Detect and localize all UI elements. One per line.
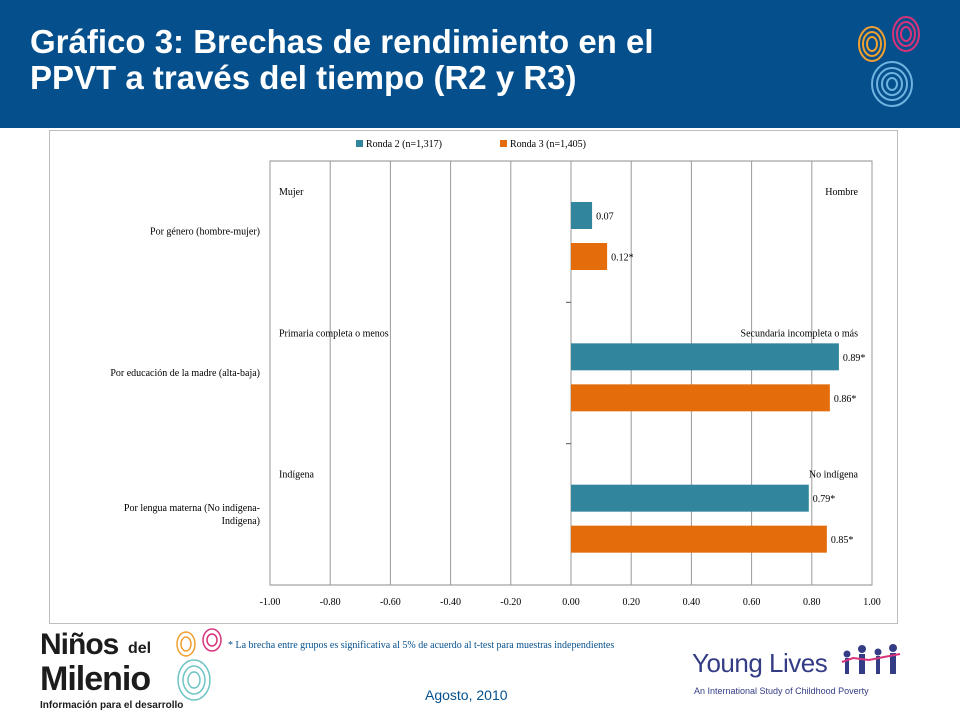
ninos-fingerprints-icon: [176, 628, 222, 701]
legend-swatch: [356, 140, 363, 147]
ninos-logo-word: Niños: [40, 628, 119, 661]
x-tick-label: 0.20: [622, 597, 640, 608]
data-label: 0.79*: [813, 494, 836, 505]
young-lives-figures-icon: [841, 644, 901, 674]
bar: [571, 484, 809, 512]
bar: [571, 384, 830, 412]
x-tick-label: -0.20: [500, 597, 521, 608]
legend-label: Ronda 2 (n=1,317): [366, 139, 442, 150]
chart-area: -1.00 -0.80 -0.60 -0.40 -0.20 0.00 0.20 0.40 0.6…: [49, 130, 898, 624]
x-tick-label: -0.80: [320, 597, 341, 608]
data-label: 0.89*: [843, 353, 866, 364]
bar: [571, 202, 593, 229]
data-label: 0.12*: [611, 253, 634, 264]
bar: [571, 525, 827, 553]
data-label: 0.07: [596, 212, 614, 223]
title-line-1: Gráfico 3: Brechas de rendimiento en el: [30, 23, 654, 60]
category-label: Por género (hombre-mujer): [150, 227, 260, 238]
x-tick-label: 0.40: [683, 597, 701, 608]
header-banner: Gráfico 3: Brechas de rendimiento en el …: [0, 0, 960, 128]
x-tick-label: 0.00: [562, 597, 580, 608]
group-annotation-left: Indígena: [279, 470, 315, 481]
ninos-logo-del: del: [128, 640, 152, 657]
x-tick-label: 1.00: [863, 597, 881, 608]
bar: [571, 243, 608, 270]
legend-swatch: [500, 140, 507, 147]
data-label: 0.85*: [831, 535, 854, 546]
ninos-logo-milenio: Milenio: [40, 660, 151, 698]
x-tick-label: -0.60: [380, 597, 401, 608]
ninos-logo-subtitle: Información para el desarrollo: [40, 700, 184, 711]
group-annotation-right: Secundaria incompleta o más: [741, 328, 859, 339]
group-annotation-right: No indígena: [809, 470, 859, 481]
group-annotation-right: Hombre: [825, 187, 858, 198]
fingerprints-logo-icon: [858, 16, 920, 107]
bar-chart: -1.00 -0.80 -0.60 -0.40 -0.20 0.00 0.20 0.40 0.6…: [110, 139, 881, 608]
young-lives-name: Young Lives: [692, 648, 828, 678]
group-annotation-left: Mujer: [279, 187, 304, 198]
category-label: Indígena): [222, 516, 260, 527]
data-label: 0.86*: [834, 394, 857, 405]
title-line-2: PPVT a través del tiempo (R2 y R3): [30, 59, 577, 96]
page-title: Gráfico 3: Brechas de rendimiento en el …: [30, 24, 830, 96]
young-lives-logo: Young Lives An International Study of Ch…: [692, 644, 912, 702]
category-label: Por lengua materna (No indígena-: [124, 503, 260, 514]
x-tick-label: 0.60: [743, 597, 761, 608]
group-annotation-left: Primaria completa o menos: [279, 328, 389, 339]
legend-label: Ronda 3 (n=1,405): [510, 139, 586, 150]
ninos-del-milenio-logo: Niños del Milenio Información para el de…: [40, 628, 230, 716]
date-label: Agosto, 2010: [425, 687, 508, 703]
category-label: Por educación de la madre (alta-baja): [110, 368, 260, 379]
young-lives-subtitle: An International Study of Childhood Pove…: [694, 686, 869, 696]
x-tick-label: 0.80: [803, 597, 821, 608]
x-tick-label: -0.40: [440, 597, 461, 608]
footnote: * La brecha entre grupos es significativ…: [228, 640, 615, 651]
bar: [571, 343, 839, 371]
x-tick-label: -1.00: [260, 597, 281, 608]
